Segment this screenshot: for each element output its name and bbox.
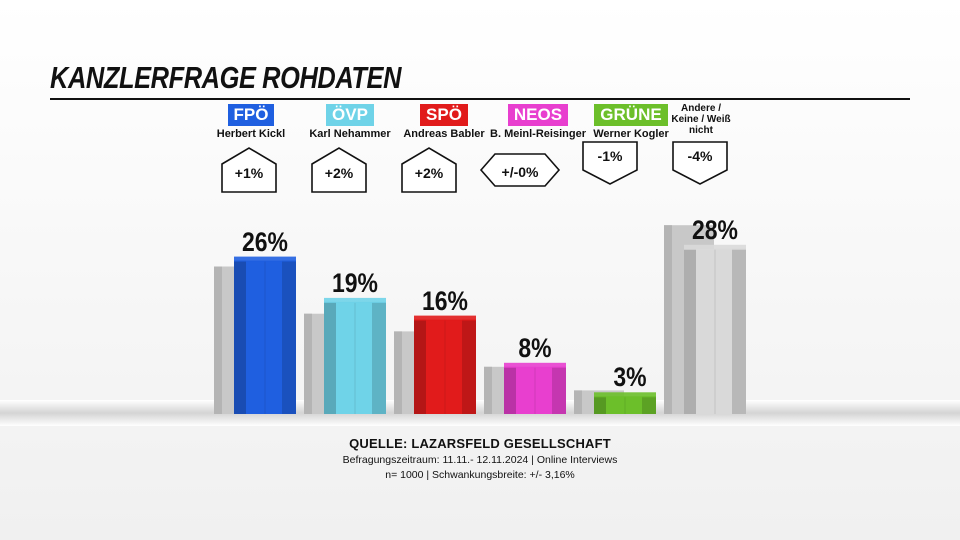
change-shape-outline	[672, 141, 728, 185]
value-label: 28%	[692, 214, 738, 245]
source-title: QUELLE: LAZARSFELD GESELLSCHAFT	[349, 436, 611, 451]
value-label: 3%	[613, 362, 647, 393]
change-shape-outline	[221, 147, 277, 193]
change-value: +1%	[234, 165, 264, 181]
party-badge: NEOS	[507, 104, 569, 126]
floor-band	[0, 400, 960, 426]
party-header-0: FPÖ Herbert Kickl	[196, 104, 306, 140]
party-badge: FPÖ	[227, 104, 275, 126]
party-badge: ÖVP	[326, 104, 374, 126]
bars-layer	[214, 225, 746, 414]
prev-bar-edge-1	[304, 313, 312, 414]
bar-right-face-2	[462, 319, 476, 414]
change-up-icon	[401, 147, 457, 193]
bar-left-face-2	[414, 319, 426, 414]
bar-top-4	[594, 392, 656, 398]
change-shape-outline	[582, 141, 638, 185]
value-label: 26%	[242, 226, 288, 257]
bar-right-face-0	[282, 260, 296, 414]
bar-right-face-4	[642, 396, 656, 414]
party-header-1: ÖVP Karl Nehammer	[295, 104, 405, 140]
party-header-2: SPÖ Andreas Babler	[389, 104, 499, 140]
change-flat-icon	[479, 153, 561, 187]
change-shape-outline	[311, 147, 367, 193]
bar-right-face-5	[732, 248, 746, 414]
source-line-period: Befragungszeitraum: 11.11.- 12.11.2024 |…	[342, 454, 618, 466]
bar-top-5	[684, 244, 746, 250]
change-value: +2%	[414, 165, 444, 181]
change-value: -1%	[597, 148, 623, 164]
bar-left-face-4	[594, 396, 606, 414]
change-shape-outline	[479, 153, 561, 187]
leader-name: Karl Nehammer	[309, 128, 391, 140]
prev-bar-edge-4	[574, 390, 582, 414]
prev-bar-edge-2	[394, 331, 402, 414]
change-value: -4%	[687, 148, 713, 164]
bar-left-face-3	[504, 366, 516, 414]
bar-top-0	[234, 256, 296, 262]
change-down-icon	[582, 141, 638, 185]
bar-top-3	[504, 362, 566, 368]
source-block: QUELLE: LAZARSFELD GESELLSCHAFT Befragun…	[0, 436, 960, 481]
leader-name: Werner Kogler	[593, 128, 669, 140]
prev-bar-edge-0	[214, 266, 222, 414]
leader-name: B. Meinl-Reisinger	[490, 128, 586, 140]
source-line-sample: n= 1000 | Schwankungsbreite: +/- 3,16%	[385, 469, 575, 481]
bar-left-face-0	[234, 260, 246, 414]
change-value: +2%	[324, 165, 354, 181]
change-up-icon	[311, 147, 367, 193]
other-label: Andere / Keine / Weiß nicht	[671, 103, 731, 136]
party-badge: SPÖ	[420, 104, 468, 126]
bar-left-face-5	[684, 248, 696, 414]
party-header-3: NEOS B. Meinl-Reisinger	[483, 104, 593, 140]
prev-bar-edge-5	[664, 225, 672, 414]
value-label: 16%	[422, 285, 468, 316]
bar-right-face-1	[372, 301, 386, 414]
leader-name: Herbert Kickl	[216, 128, 286, 140]
page-title: KANZLERFRAGE ROHDATEN	[50, 60, 402, 95]
leader-name: Andreas Babler	[403, 128, 485, 140]
change-value: +/-0%	[501, 164, 539, 180]
value-label: 8%	[518, 332, 552, 363]
bar-right-face-3	[552, 366, 566, 414]
bar-top-2	[414, 315, 476, 321]
change-down-icon	[672, 141, 728, 185]
prev-bar-edge-3	[484, 366, 492, 414]
change-up-icon	[221, 147, 277, 193]
title-rule	[50, 98, 910, 100]
change-shape-outline	[401, 147, 457, 193]
party-header-4: GRÜNE Werner Kogler	[576, 104, 686, 140]
value-label: 19%	[332, 267, 378, 298]
party-badge: GRÜNE	[594, 104, 668, 126]
bar-top-1	[324, 297, 386, 303]
bar-left-face-1	[324, 301, 336, 414]
